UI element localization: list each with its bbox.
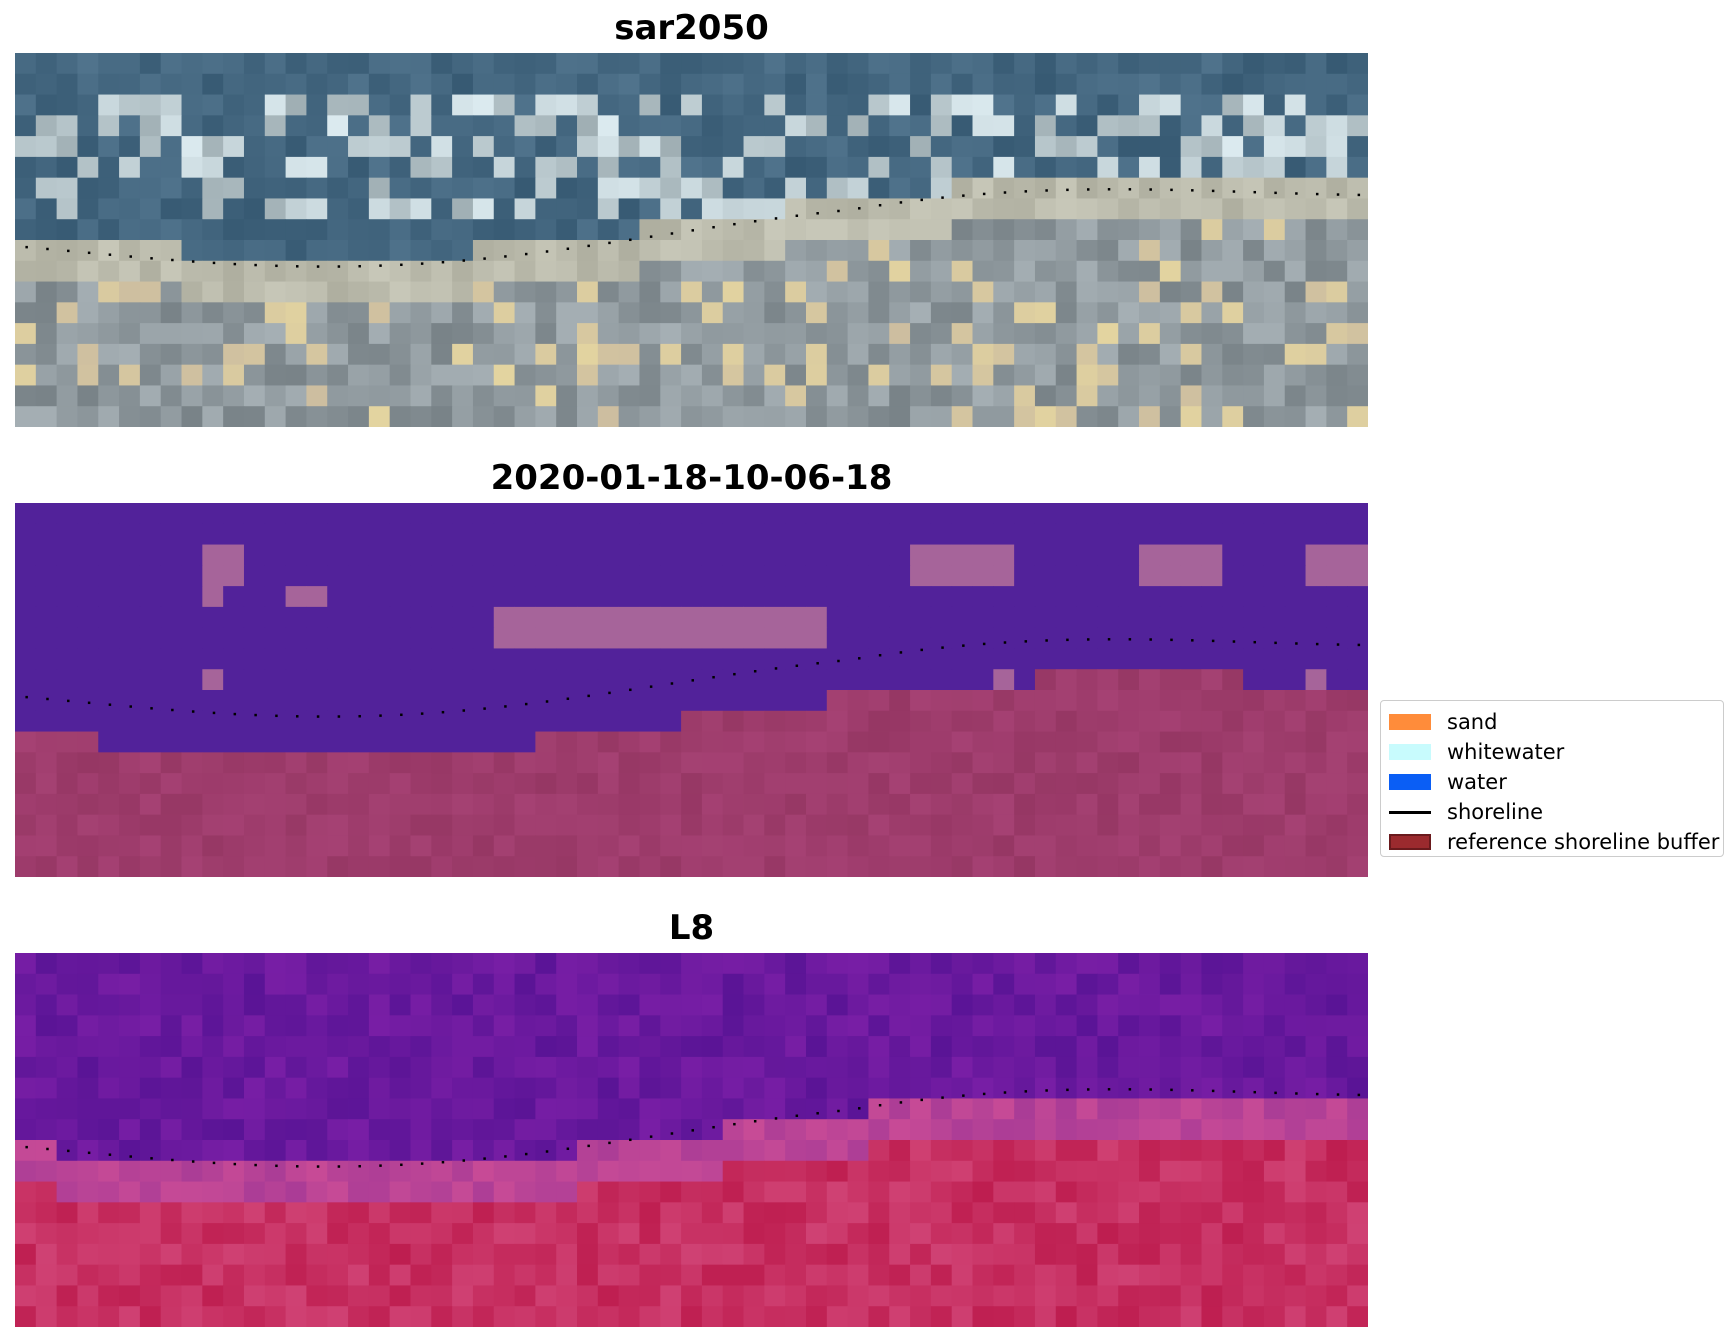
- legend-label-reference-buffer: reference shoreline buffer: [1447, 830, 1720, 854]
- legend-item-whitewater: whitewater: [1389, 737, 1715, 767]
- classified-image-panel: [15, 503, 1368, 877]
- legend-item-shoreline: shoreline: [1389, 797, 1715, 827]
- shoreline-line-icon: [1389, 804, 1431, 820]
- water-index-panel: [15, 953, 1368, 1327]
- satellite-rgb-panel: [15, 53, 1368, 427]
- water-swatch: [1389, 774, 1431, 790]
- legend-label-whitewater: whitewater: [1447, 740, 1565, 764]
- panel-title-3: L8: [668, 908, 715, 948]
- reference-buffer-swatch: [1389, 834, 1431, 850]
- whitewater-swatch: [1389, 744, 1431, 760]
- panel-title-1: sar2050: [614, 8, 769, 48]
- legend-label-sand: sand: [1447, 710, 1498, 734]
- panel-title-2: 2020-01-18-10-06-18: [490, 458, 893, 498]
- legend-item-sand: sand: [1389, 707, 1715, 737]
- legend-item-water: water: [1389, 767, 1715, 797]
- legend-label-water: water: [1447, 770, 1507, 794]
- legend-item-reference-buffer: reference shoreline buffer: [1389, 827, 1719, 857]
- legend: sand whitewater water shoreline referenc…: [1380, 700, 1724, 857]
- sand-swatch: [1389, 714, 1431, 730]
- legend-label-shoreline: shoreline: [1447, 800, 1544, 824]
